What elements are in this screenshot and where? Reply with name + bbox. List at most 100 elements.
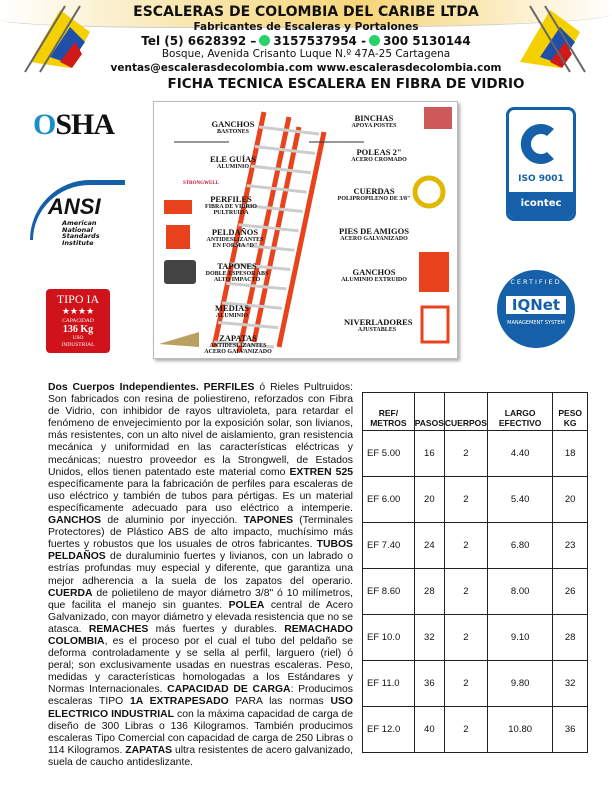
- table-cell: EF 11.0: [362, 660, 415, 707]
- ladder-rung: [242, 203, 303, 213]
- body-text: ó Rieles Pultruidos: Son fabricados con …: [48, 382, 353, 478]
- table-row: EF 12.0 40 2 10.80 36: [362, 706, 588, 753]
- table-cell: 2: [443, 660, 488, 707]
- address: Bosque, Avenida Crisanto Luque N.º 47A-2…: [161, 48, 451, 60]
- phone-2: 300 5130144: [383, 34, 471, 48]
- table-cell: 36: [552, 706, 588, 753]
- table-cell: EF 12.0: [362, 706, 415, 753]
- bold-term: REMACHADO COLOMBIA: [48, 623, 353, 647]
- osha-logo: OSHA: [33, 108, 115, 141]
- document-title: FICHA TECNICA ESCALERA EN FIBRA DE VIDRI…: [167, 76, 525, 92]
- table-cell: 9.10: [486, 614, 554, 661]
- ladder-parts-diagram: GANCHOS BASTONES ELE GUÍAS ALUMINIO STRONG…: [153, 101, 458, 359]
- table-cell: 2: [443, 568, 488, 615]
- nivelador-thumbnail: [420, 305, 450, 344]
- table-cell: 18: [552, 430, 588, 477]
- ladder-rung: [213, 340, 275, 349]
- label-binchas: BINCHAS APOYA POSTES: [351, 113, 397, 129]
- table-cell: EF 7.40: [362, 522, 415, 569]
- bold-term: CAPACIDAD DE CARGA: [167, 684, 291, 696]
- table-row: EF 11.0 36 2 9.80 32: [362, 660, 588, 707]
- body-text: : Producimos escaleras TIPO: [48, 684, 353, 708]
- label-ganchos: GANCHOS BASTONES: [211, 119, 255, 135]
- telephone: Tel (5) 6628392 –: [141, 34, 257, 48]
- label-ele-guias: ELE GUÍAS ALUMINIO: [209, 154, 257, 170]
- cuerda-thumbnail: [412, 175, 446, 209]
- ladder-rung: [238, 223, 299, 233]
- body-text: específicamente para la fabricación de p…: [48, 478, 353, 514]
- table-cell: 28: [413, 568, 445, 615]
- bold-term: 1A EXTRAPESADO: [129, 696, 229, 708]
- table-cell: 2: [443, 706, 488, 753]
- column-header: REF/ METROS: [362, 392, 415, 431]
- table-cell: EF 10.0: [362, 614, 415, 661]
- column-header: PESO KG: [552, 392, 588, 431]
- bold-term: TUBOS PELDAÑOS: [48, 539, 353, 563]
- table-cell: 20: [413, 476, 445, 523]
- table-cell: 32: [552, 660, 588, 707]
- bold-term: GANCHOS: [48, 515, 102, 527]
- table-cell: 4.40: [486, 430, 554, 477]
- table-cell: 28: [552, 614, 588, 661]
- body-text: , es el proceso por el cual el tubo del …: [48, 635, 353, 696]
- tagline: Fabricantes de Escaleras y Portalones: [193, 21, 419, 33]
- column-header: LARGO EFECTIVO: [486, 392, 554, 431]
- phone-line: Tel (5) 6628392 – 3157537954 - 300 5130144: [0, 34, 612, 48]
- contact-line[interactable]: ventas@escalerasdecolombia.com www.escal…: [110, 62, 502, 74]
- label-medias: MEDIAS ALUMINIO: [214, 303, 249, 319]
- peldano-thumbnail: [166, 225, 190, 249]
- ladder-rung: [246, 184, 307, 194]
- ladder-rung: [254, 145, 316, 155]
- specs-table: REF/ METROS PASOS CUERPOS LARGO EFECTIVO PES…: [362, 392, 588, 753]
- label-perfiles: PERFILES FIBRA DE VIDRIO PULTRUIDA: [205, 194, 257, 217]
- bold-term: POLEA: [228, 599, 265, 611]
- table-cell: EF 8.60: [362, 568, 415, 615]
- table-row: EF 10.0 32 2 9.10 28: [362, 614, 588, 661]
- bold-term: CUERDA: [48, 587, 93, 599]
- body-text: con la máxima capacidad de carga de dise…: [48, 708, 353, 756]
- label-zapatas: ZAPATAS ANTIDESLIZANTES ACERO GALVANIZADO: [204, 333, 272, 356]
- table-cell: 36: [413, 660, 445, 707]
- body-text: de duraluminio fuertes y livianos, con u…: [48, 551, 353, 587]
- table-row: EF 5.00 16 2 4.40 18: [362, 430, 588, 477]
- body-text: ultra resistentes de acero galvanizado, …: [48, 744, 353, 768]
- body-text: PARA las normas: [228, 696, 331, 708]
- bold-term: REMACHES: [88, 623, 149, 635]
- table-cell: EF 6.00: [362, 476, 415, 523]
- ansi-logo: ANSI American National Standards Institu…: [30, 180, 125, 246]
- table-cell: 2: [443, 522, 488, 569]
- table-cell: 2: [443, 430, 488, 477]
- table-cell: 10.80: [486, 706, 554, 753]
- ladder-rung: [258, 125, 320, 136]
- table-cell: 23: [552, 522, 588, 569]
- table-cell: 24: [413, 522, 445, 569]
- table-cell: EF 5.00: [362, 430, 415, 477]
- table-cell: 9.80: [486, 660, 554, 707]
- body-text: central de Acero Galvanizado, con mayor …: [48, 599, 353, 635]
- iqnet-logo: CERTIFIED IQNet MANAGEMENT SYSTEM: [497, 270, 575, 348]
- zapata-thumbnail: [159, 332, 199, 347]
- label-poleas: POLEAS 2" ACERO CROMADO: [351, 147, 407, 163]
- header-banner: [0, 0, 612, 28]
- ladder-rung: [217, 320, 279, 330]
- label-pies-de-amigos: PIES DE AMIGOS ACERO GALVANIZADO: [339, 226, 409, 242]
- label-cuerdas: CUERDAS POLIPROPILENO DE 3/8": [337, 186, 411, 202]
- table-cell: 20: [552, 476, 588, 523]
- bold-term: Dos Cuerpos Independientes. PERFILES: [48, 382, 255, 393]
- ladder-rung: [230, 262, 291, 272]
- body-text: (Terminales Protectores) de Plástico ABS…: [48, 515, 353, 551]
- ladder-illustration: [159, 107, 452, 353]
- bold-term: USO ELECTRICO INDUSTRIAL: [48, 696, 353, 720]
- ladder-rung: [234, 242, 295, 252]
- table-row: EF 6.00 20 2 5.40 20: [362, 476, 588, 523]
- ladder-colombia-logo-right: [520, 5, 586, 73]
- label-niveladores: NIVERLADORES AJUSTABLES: [344, 317, 413, 333]
- bold-term: EXTREN 525: [289, 466, 353, 478]
- bincha-thumbnail: [424, 107, 452, 129]
- label-ganchos-aluminio: GANCHOS ALUMINIO EXTRUIDO: [341, 267, 407, 283]
- body-text: más fuertes y durables.: [148, 623, 285, 635]
- pie-amigo-thumbnail: [419, 252, 449, 292]
- label-tapones: TAPONES DOBLE ESPESOR ABS ALTO IMPACTO: [205, 261, 269, 284]
- label-peldanos: PELDAÑOS ANTIDESLIZANTES EN FORMA "D": [206, 227, 264, 250]
- whatsapp-icon: [259, 35, 271, 46]
